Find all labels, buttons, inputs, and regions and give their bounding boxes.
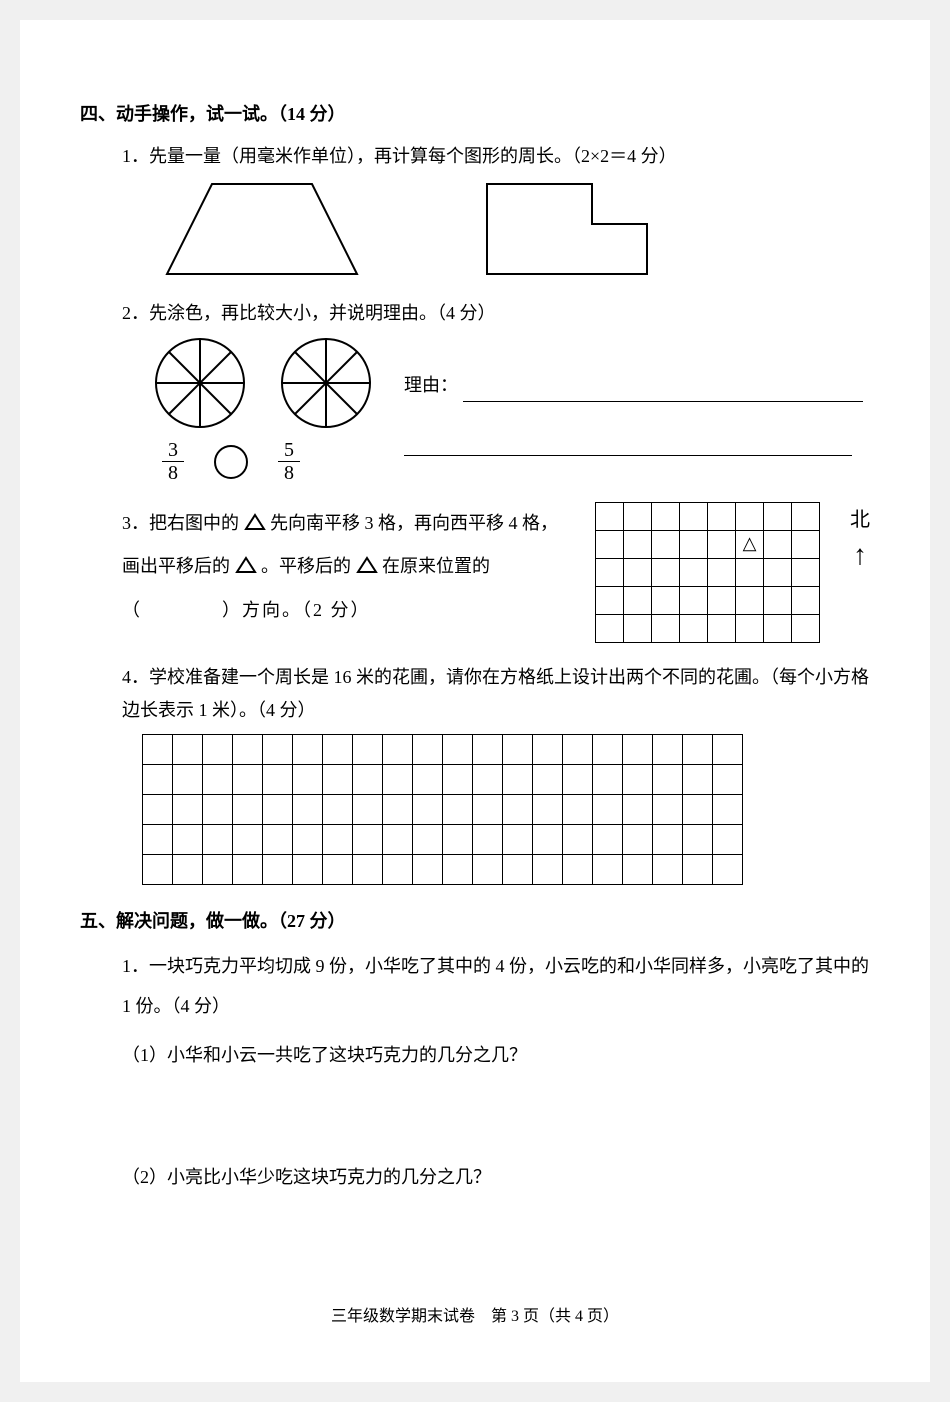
q4-2: 2．先涂色，再比较大小，并说明理由。（4 分） — [122, 297, 870, 484]
triangle-icon — [244, 513, 266, 531]
q5-1-sub1: （1）小华和小云一共吃了这块巧克力的几分之几？ — [122, 1039, 870, 1071]
q4-2-text: 2．先涂色，再比较大小，并说明理由。（4 分） — [122, 297, 870, 329]
l-shape — [482, 179, 652, 279]
q3-grid[interactable]: △ — [595, 502, 820, 643]
q4-4-text: 4．学校准备建一个周长是 16 米的花圃，请你在方格纸上设计出两个不同的花圃。（… — [122, 661, 870, 726]
q4-2-left: 3 8 5 8 — [122, 329, 374, 484]
triangle-icon — [356, 556, 378, 574]
q4-4: 4．学校准备建一个周长是 16 米的花圃，请你在方格纸上设计出两个不同的花圃。（… — [122, 661, 870, 885]
q5-1-sub2: （2）小亮比小华少吃这块巧克力的几分之几？ — [122, 1161, 870, 1193]
north-indicator: 北 ↑ — [850, 502, 870, 570]
q4-1: 1．先量一量（用毫米作单位），再计算每个图形的周长。（2×2＝4 分） — [122, 140, 870, 278]
triangle-icon — [235, 556, 257, 574]
page-footer: 三年级数学期末试卷 第 3 页（共 4 页） — [20, 1303, 930, 1332]
arrow-up-icon: ↑ — [853, 542, 867, 570]
reason-line-2[interactable] — [404, 432, 852, 456]
fraction-compare: 3 8 5 8 — [162, 439, 374, 484]
circle-8-sectors-2 — [278, 335, 374, 431]
q4-3-text: 3．把右图中的 先向南平移 3 格，再向西平移 4 格， 画出平移后的 。平移后… — [122, 502, 565, 632]
triangle-marker: △ — [743, 527, 757, 559]
circle-8-sectors-1 — [152, 335, 248, 431]
reason-block: 理由： — [404, 369, 863, 456]
q4-1-shapes — [162, 179, 870, 279]
section-4-title: 四、动手操作，试一试。（14 分） — [80, 98, 870, 130]
q4-grid[interactable] — [142, 734, 743, 885]
direction-blank[interactable]: （ ）方向。（2 分） — [122, 589, 565, 632]
reason-label: 理由： — [404, 375, 458, 395]
q5-1-text: 1．一块巧克力平均切成 9 份，小华吃了其中的 4 份，小云吃的和小华同样多，小… — [122, 947, 870, 1026]
exam-page: 四、动手操作，试一试。（14 分） 1．先量一量（用毫米作单位），再计算每个图形… — [20, 20, 930, 1382]
q5-1: 1．一块巧克力平均切成 9 份，小华吃了其中的 4 份，小云吃的和小华同样多，小… — [122, 947, 870, 1193]
q4-3: 3．把右图中的 先向南平移 3 格，再向西平移 4 格， 画出平移后的 。平移后… — [122, 502, 870, 643]
compare-circle-blank[interactable] — [214, 445, 248, 479]
fraction-left: 3 8 — [162, 439, 184, 484]
section-5-title: 五、解决问题，做一做。（27 分） — [80, 905, 870, 937]
reason-line-1[interactable] — [463, 378, 863, 402]
fraction-right: 5 8 — [278, 439, 300, 484]
q4-1-text: 1．先量一量（用毫米作单位），再计算每个图形的周长。（2×2＝4 分） — [122, 140, 870, 172]
trapezoid-shape — [162, 179, 362, 279]
